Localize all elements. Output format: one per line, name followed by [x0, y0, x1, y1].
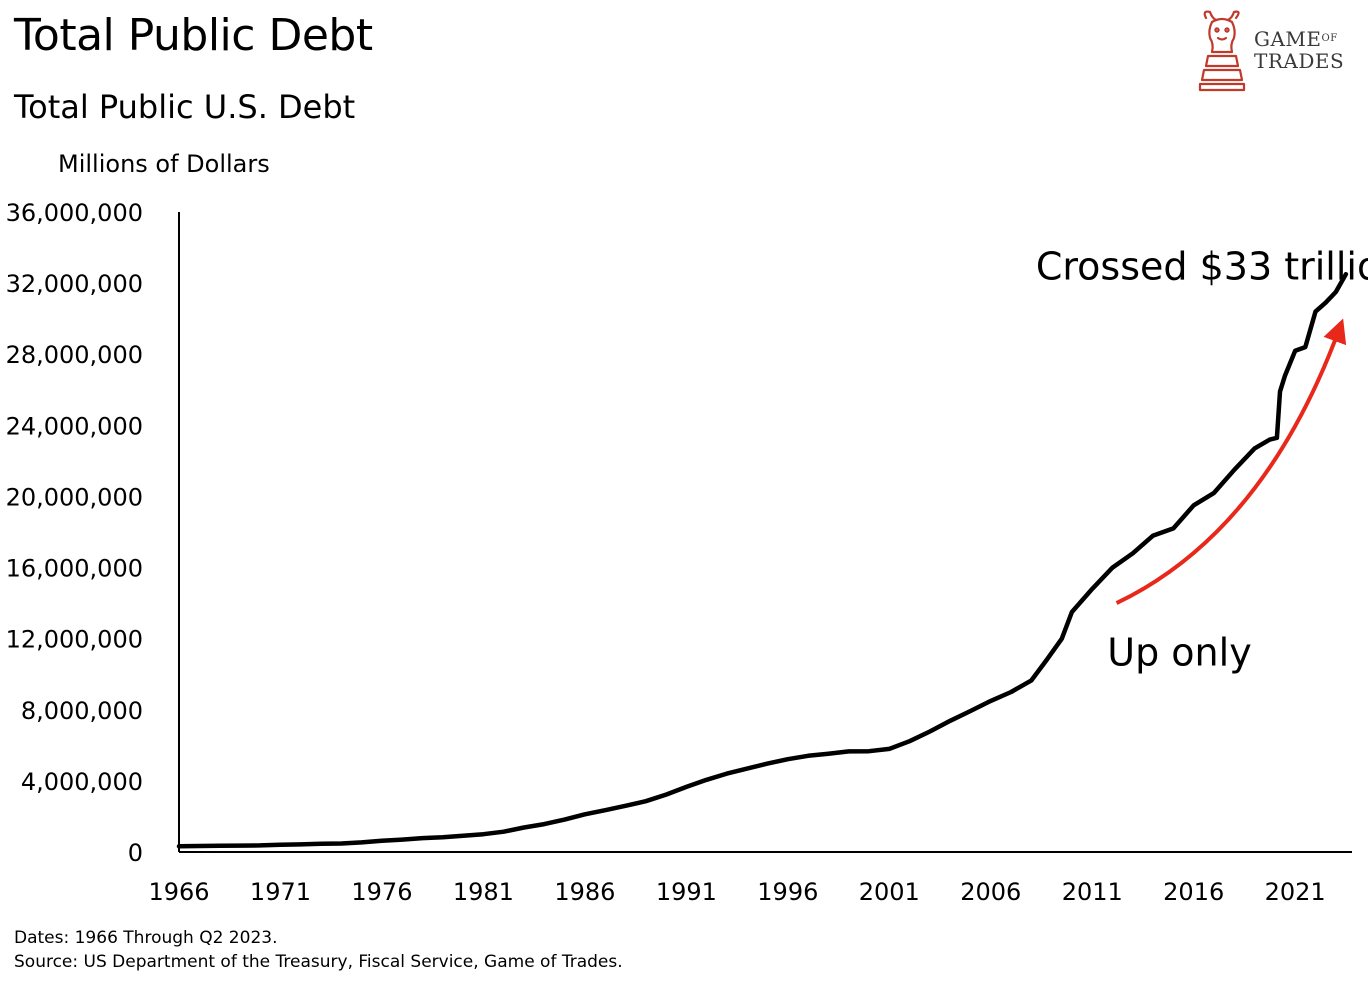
game-of-trades-logo: GAMEOF TRADES — [1196, 8, 1356, 98]
x-tick-label: 1966 — [148, 878, 209, 906]
bull-chess-knight-icon — [1198, 10, 1246, 92]
y-tick-label: 32,000,000 — [6, 270, 143, 298]
y-tick-label: 24,000,000 — [6, 412, 143, 440]
footer-dates: Dates: 1966 Through Q2 2023. — [14, 928, 278, 948]
x-tick-label: 2011 — [1062, 878, 1123, 906]
x-tick-label: 2021 — [1265, 878, 1326, 906]
y-tick-label: 12,000,000 — [6, 626, 143, 654]
y-tick-label: 8,000,000 — [21, 697, 143, 725]
annotation-up-only: Up only — [1107, 630, 1251, 674]
x-tick-label: 1971 — [250, 878, 311, 906]
x-tick-label: 1986 — [554, 878, 615, 906]
x-tick-label: 2001 — [859, 878, 920, 906]
x-tick-label: 2006 — [960, 878, 1021, 906]
x-tick-label: 1981 — [453, 878, 514, 906]
y-tick-label: 28,000,000 — [6, 341, 143, 369]
logo-wordmark: GAMEOF TRADES — [1254, 27, 1345, 73]
chart-title: Total Public Debt — [14, 10, 373, 61]
y-axis-label: Millions of Dollars — [58, 150, 270, 178]
footer-source: Source: US Department of the Treasury, F… — [14, 952, 623, 972]
y-tick-label: 36,000,000 — [6, 199, 143, 227]
chart-subtitle: Total Public U.S. Debt — [14, 88, 356, 126]
x-tick-label: 2016 — [1163, 878, 1224, 906]
y-tick-label: 20,000,000 — [6, 483, 143, 511]
x-tick-label: 1991 — [656, 878, 717, 906]
debt-series-line — [176, 271, 1349, 849]
y-tick-label: 0 — [128, 839, 143, 867]
x-tick-label: 1996 — [757, 878, 818, 906]
x-tick-label: 1976 — [351, 878, 412, 906]
y-tick-label: 4,000,000 — [21, 768, 143, 796]
red-trend-arrow — [1115, 318, 1347, 605]
annotation-crossed-33-trillion: Crossed $33 trillion — [1036, 245, 1368, 289]
y-tick-label: 16,000,000 — [6, 555, 143, 583]
